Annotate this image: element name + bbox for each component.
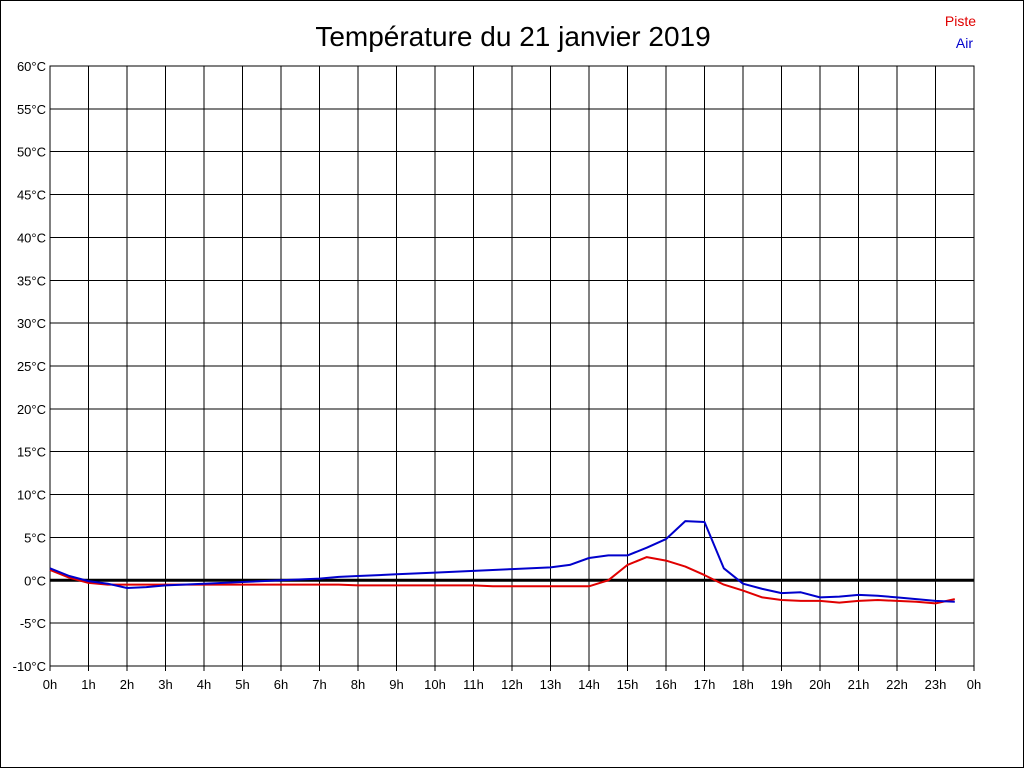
legend-air: Air [956, 35, 973, 51]
x-axis: 0h 1h 2h 3h 4h 5h 6h 7h 8h 9h 10h 11h 12h 13h 14h 15h 16… [43, 666, 981, 692]
plot-series [49, 520, 956, 605]
x-tick-label: 10h [424, 677, 446, 692]
x-tick-label: 12h [501, 677, 523, 692]
x-tick-label: 3h [158, 677, 172, 692]
y-axis: -10°C -5°C 0°C 5°C 10°C 15°C 20°C 25°C 30°C 35°C 4… [13, 59, 46, 674]
grid-lines [49, 65, 975, 667]
y-tick-label: 25°C [17, 359, 46, 374]
x-tick-label: 23h [925, 677, 947, 692]
y-tick-label: 60°C [17, 59, 46, 74]
x-tick-label: 20h [809, 677, 831, 692]
y-tick-label: 10°C [17, 488, 46, 503]
x-tick-label: 18h [732, 677, 754, 692]
x-tick-label: 0h [967, 677, 981, 692]
y-tick-label: 20°C [17, 402, 46, 417]
x-tick-label: 13h [540, 677, 562, 692]
x-tick-label: 17h [694, 677, 716, 692]
y-tick-label: -5°C [20, 616, 46, 631]
x-tick-label: 5h [235, 677, 249, 692]
x-tick-label: 4h [197, 677, 211, 692]
legend-piste: Piste [945, 13, 976, 29]
y-tick-label: 45°C [17, 188, 46, 203]
x-tick-label: 15h [617, 677, 639, 692]
x-tick-label: 6h [274, 677, 288, 692]
y-tick-label: 5°C [24, 530, 46, 545]
chart-title: Température du 21 janvier 2019 [315, 21, 710, 52]
x-tick-label: 16h [655, 677, 677, 692]
series-line-air [49, 520, 955, 603]
y-tick-label: 50°C [17, 145, 46, 160]
x-tick-label: 9h [389, 677, 403, 692]
x-tick-label: 14h [578, 677, 600, 692]
y-tick-label: 35°C [17, 273, 46, 288]
x-tick-label: 0h [43, 677, 57, 692]
x-tick-label: 19h [771, 677, 793, 692]
x-tick-label: 7h [312, 677, 326, 692]
x-tick-label: 11h [463, 677, 484, 692]
x-tick-label: 21h [848, 677, 870, 692]
x-tick-label: 2h [120, 677, 134, 692]
y-tick-label: -10°C [13, 659, 46, 674]
x-tick-label: 8h [351, 677, 365, 692]
y-tick-label: 55°C [17, 102, 46, 117]
x-tick-label: 22h [886, 677, 908, 692]
x-tick-label: 1h [81, 677, 95, 692]
y-tick-label: 40°C [17, 230, 46, 245]
y-tick-label: 15°C [17, 445, 46, 460]
y-tick-label: 0°C [24, 573, 46, 588]
y-tick-label: 30°C [17, 316, 46, 331]
